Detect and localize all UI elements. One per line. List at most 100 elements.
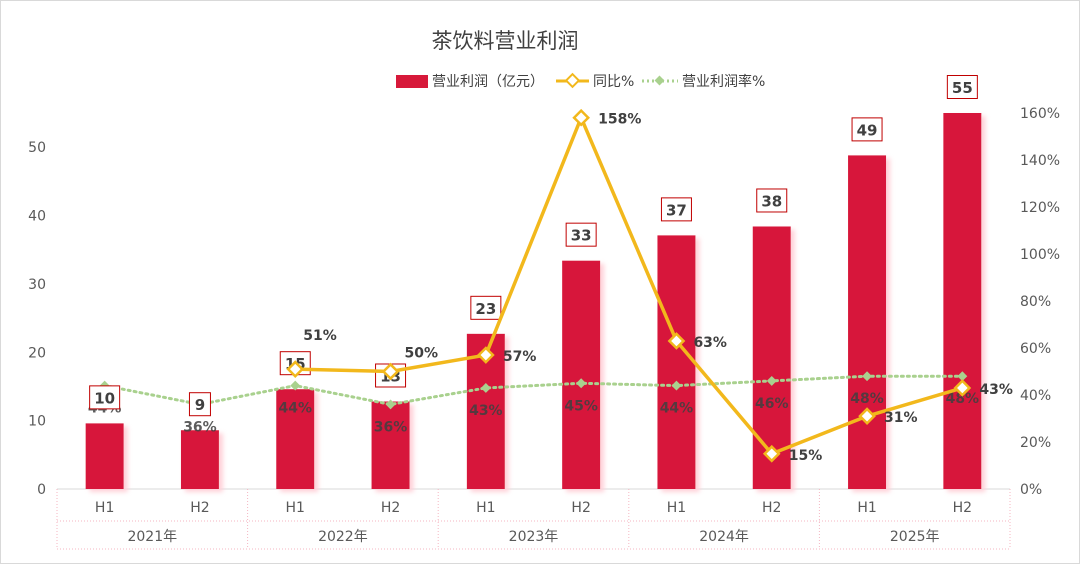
yoy-line — [295, 115, 963, 456]
y-right-tick-label: 40% — [1020, 388, 1051, 404]
margin-label: 48% — [850, 391, 884, 407]
x-category-label: H1 — [476, 500, 495, 516]
yoy-point — [953, 379, 972, 397]
bar-label-box — [946, 75, 978, 99]
y-right-tick-label: 120% — [1020, 200, 1060, 216]
x-category-label: H1 — [667, 500, 686, 516]
bar-label-box — [470, 295, 502, 320]
legend-label-margin: 营业利润率% — [682, 73, 765, 90]
bar — [276, 389, 315, 489]
yoy-label: 15% — [789, 448, 823, 464]
x-category-label: H2 — [190, 500, 209, 516]
margin-label: 46% — [755, 396, 789, 412]
bar-value-label: 38 — [761, 192, 782, 210]
y-right-tick-label: 20% — [1020, 435, 1051, 451]
yoy-point — [572, 108, 590, 127]
bar — [657, 235, 696, 489]
margin-point — [385, 399, 396, 410]
margin-point — [957, 371, 968, 382]
y-right-tick-label: 160% — [1020, 106, 1060, 122]
margin-label: 44% — [278, 401, 312, 417]
margin-point — [480, 383, 491, 393]
yoy-point — [858, 407, 876, 425]
bar-label-box — [851, 117, 883, 142]
yoy-point — [667, 332, 686, 350]
x-group-label: 2025年 — [890, 529, 940, 545]
x-group-label: 2024年 — [699, 529, 749, 545]
y-axis-right: 0% 20% 40% 60% 80% 100% 120% 140% 160% — [1020, 106, 1060, 498]
x-category-label: H2 — [953, 500, 972, 516]
y-left-tick-label: 10 — [28, 414, 46, 430]
legend-swatch-bar — [396, 75, 428, 88]
margin-point — [766, 375, 777, 386]
bar-label-box — [89, 385, 121, 410]
bar-value-label: 55 — [952, 79, 973, 97]
yoy-point — [381, 362, 400, 381]
x-category-label: H2 — [762, 500, 781, 516]
legend-label-yoy: 同比% — [593, 74, 634, 90]
y-left-tick-label: 30 — [28, 277, 46, 293]
chart-title: 茶饮料营业利润 — [432, 29, 579, 53]
yoy-label: 63% — [693, 335, 727, 351]
bar-value-label: 23 — [475, 300, 496, 318]
yoy-label: 43% — [979, 382, 1013, 398]
y-right-tick-label: 100% — [1020, 247, 1060, 263]
legend: 营业利润（亿元） 同比% 营业利润率% — [396, 72, 765, 90]
bar — [943, 113, 982, 489]
x-category-label: H1 — [286, 500, 305, 516]
bar-series — [85, 113, 982, 490]
margin-label: 48% — [946, 391, 980, 407]
y-axis-left: 0 10 20 30 40 50 — [28, 140, 46, 498]
yoy-label: 158% — [598, 112, 641, 128]
x-group-label: 2023年 — [509, 529, 559, 545]
yoy-point — [286, 360, 305, 378]
bar-label-box — [660, 197, 692, 222]
bar — [371, 401, 410, 489]
margin-point — [576, 378, 587, 389]
bar-label-box — [756, 188, 788, 213]
margin-label: 36% — [183, 419, 217, 435]
x-category-label: H2 — [381, 500, 400, 516]
margin-series: 44%36%44%36%43%45%44%46%48%48% — [88, 371, 979, 435]
bar-value-label: 49 — [857, 121, 878, 139]
x-group-label: 2021年 — [127, 529, 177, 545]
bar-label-box — [188, 392, 211, 417]
yoy-point — [477, 346, 495, 364]
bar-value-label: 33 — [571, 227, 592, 245]
margin-point — [290, 380, 301, 391]
x-group-label: 2022年 — [318, 529, 368, 545]
y-right-tick-label: 140% — [1020, 153, 1060, 169]
x-category-label: H1 — [95, 500, 114, 516]
margin-point — [671, 380, 682, 391]
margin-label: 44% — [660, 401, 694, 417]
bar-value-label: 10 — [94, 389, 115, 407]
x-axis: H1 H2 H1 H2 H1 H2 H1 H2 H1 H2 2021年 2022年 2023年 2024年… — [56, 488, 1011, 550]
margin-point — [862, 371, 872, 382]
legend-swatch-margin-marker — [654, 75, 665, 86]
y-left-tick-label: 0 — [37, 482, 46, 498]
y-left-tick-label: 40 — [28, 209, 46, 225]
bar — [848, 155, 887, 490]
yoy-label: 50% — [405, 346, 439, 362]
y-left-tick-label: 50 — [28, 140, 46, 156]
legend-swatch-yoy-marker — [564, 72, 581, 89]
bar — [180, 430, 219, 489]
bar-value-label: 37 — [666, 201, 687, 219]
y-right-tick-label: 0% — [1020, 482, 1042, 498]
legend-label-profit: 营业利润（亿元） — [432, 74, 544, 90]
bar — [562, 260, 601, 489]
y-right-tick-label: 80% — [1020, 294, 1051, 310]
yoy-point — [762, 444, 781, 463]
margin-label: 36% — [374, 419, 408, 435]
yoy-label: 31% — [884, 410, 918, 426]
yoy-label: 57% — [503, 349, 537, 365]
x-category-label: H2 — [571, 500, 590, 516]
bar-value-label: 9 — [195, 396, 205, 414]
margin-line — [103, 374, 964, 406]
bar-label-box — [565, 222, 597, 247]
yoy-label: 51% — [303, 328, 337, 344]
margin-label: 45% — [564, 398, 598, 414]
y-right-tick-label: 60% — [1020, 341, 1051, 357]
x-category-label: H1 — [857, 500, 876, 516]
